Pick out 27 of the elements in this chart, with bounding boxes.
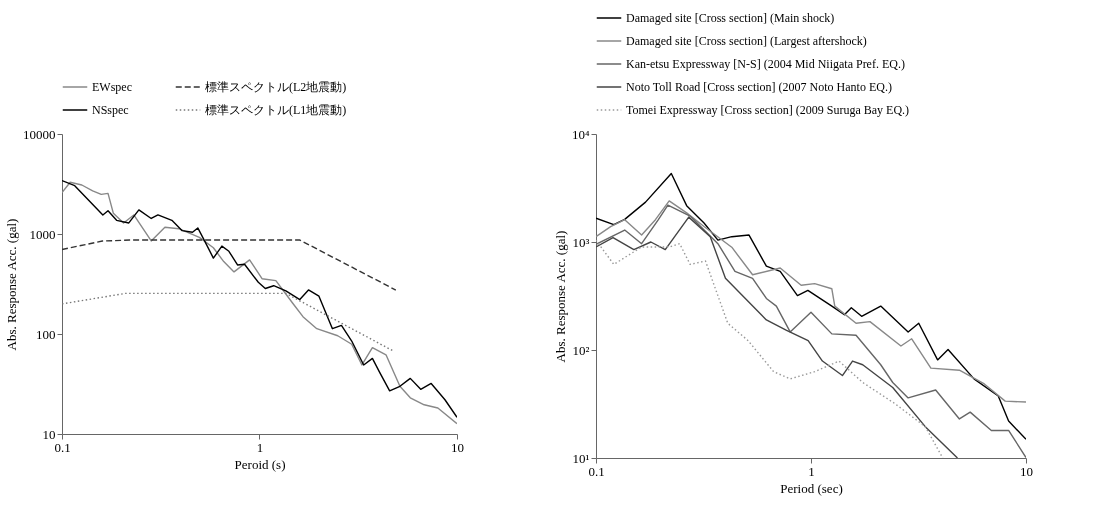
- y-tick-label: 10¹: [572, 450, 590, 466]
- y-tick-label: 10000: [23, 126, 56, 142]
- x-tick-label: 0.1: [588, 463, 605, 479]
- legend-label: Kan-etsu Expressway [N-S] (2004 Mid Niigata Pref. EQ.): [626, 57, 905, 71]
- x-tick-label: 10: [1020, 463, 1033, 479]
- legend-label: Noto Toll Road [Cross section] (2007 Noto Hanto EQ.): [626, 80, 892, 94]
- legend-label: EWspec: [92, 80, 132, 94]
- y-tick-label: 10⁴: [571, 126, 590, 142]
- y-tick-label: 10: [42, 426, 56, 442]
- legend-label: 標準スペクトル(L1地震動): [205, 103, 347, 117]
- x-tick-label: 0.1: [54, 439, 71, 455]
- legend-label: 標準スペクトル(L2地震動): [205, 80, 347, 94]
- x-axis-title: Peroid (s): [234, 456, 286, 472]
- x-tick-label: 1: [808, 463, 815, 479]
- y-tick-label: 10³: [572, 234, 590, 250]
- x-tick-label: 10: [451, 439, 464, 455]
- y-axis-title: Abs. Response Acc. (gal): [4, 218, 19, 351]
- legend-label: NSspec: [92, 103, 129, 117]
- y-tick-label: 10²: [572, 342, 590, 358]
- x-axis-title: Period (sec): [780, 480, 843, 496]
- legend-label: Damaged site [Cross section] (Main shock): [626, 11, 835, 25]
- y-tick-label: 1000: [29, 226, 56, 242]
- x-tick-label: 1: [256, 439, 264, 455]
- y-tick-label: 100: [36, 326, 56, 342]
- y-axis-title: Abs. Response Acc. (gal): [552, 230, 568, 363]
- legend-label: Tomei Expressway [Cross section] (2009 Suruga Bay EQ.): [626, 103, 910, 117]
- legend-label: Damaged site [Cross section] (Largest aftershock): [626, 34, 867, 48]
